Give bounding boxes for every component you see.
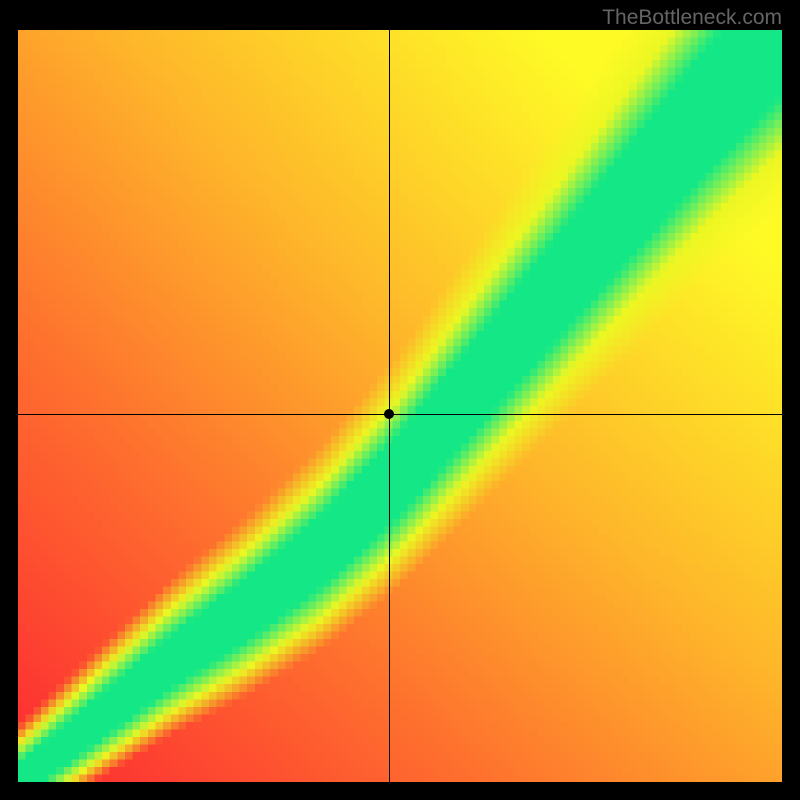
crosshair-vertical xyxy=(389,30,390,782)
watermark-text: TheBottleneck.com xyxy=(602,6,782,30)
bottleneck-heatmap xyxy=(18,30,782,782)
crosshair-horizontal xyxy=(18,414,782,415)
crosshair-marker xyxy=(384,409,394,419)
plot-area xyxy=(18,30,782,782)
